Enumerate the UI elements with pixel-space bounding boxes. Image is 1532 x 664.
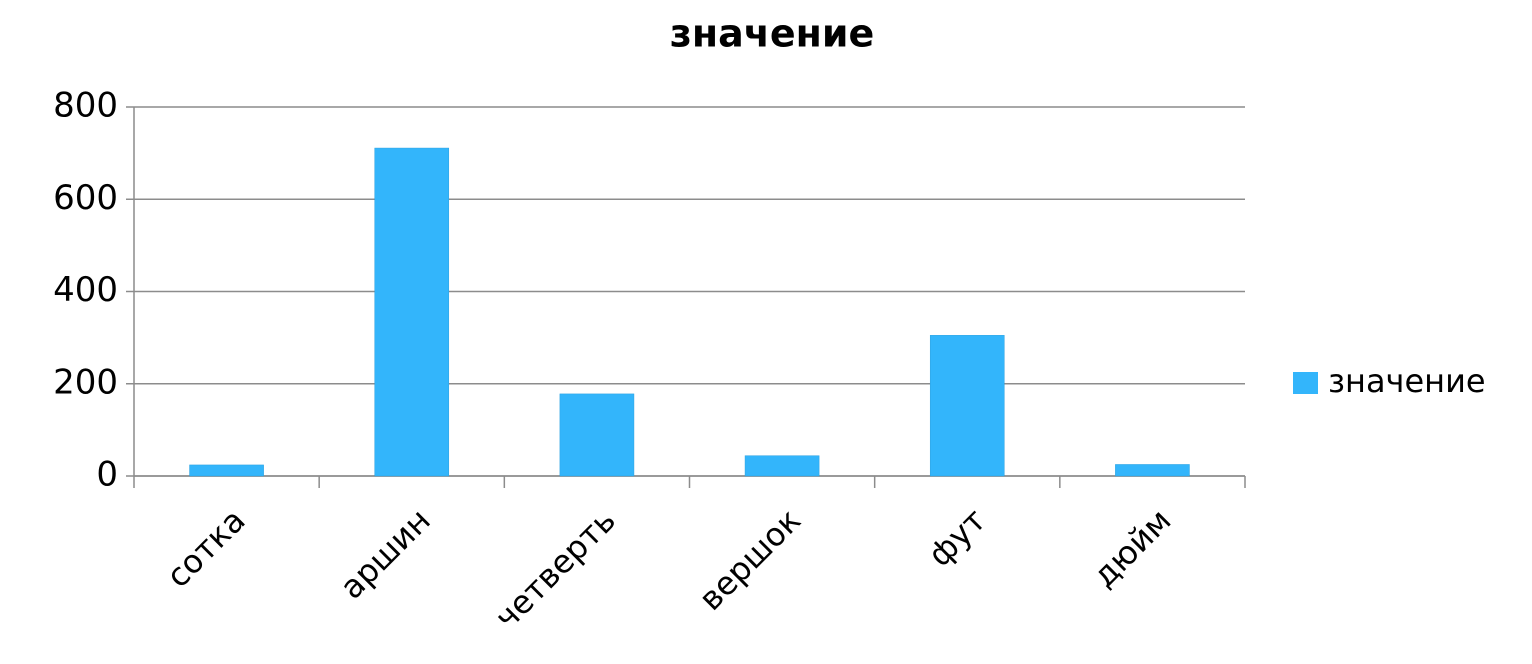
y-tick-label: 600 — [53, 178, 118, 218]
bar — [1115, 464, 1190, 477]
x-tick-label: вершок — [691, 501, 808, 618]
legend-swatch — [1293, 372, 1318, 394]
bar — [374, 147, 450, 477]
chart-title: значение — [670, 12, 875, 56]
y-tick-label: 0 — [96, 455, 118, 495]
x-tick-label: аршин — [332, 501, 437, 606]
y-tick-label: 200 — [53, 362, 118, 402]
x-tick-label: сотка — [159, 501, 253, 595]
bar — [744, 455, 820, 477]
bar — [189, 464, 264, 477]
y-tick-label: 400 — [53, 270, 118, 310]
x-tick-label: четверть — [487, 501, 622, 636]
legend-label: значение — [1328, 362, 1486, 400]
y-tick-label: 800 — [53, 86, 118, 126]
bar — [929, 335, 1005, 477]
bar — [559, 393, 635, 477]
x-tick-label: дюйм — [1085, 501, 1178, 594]
x-tick-label: фут — [920, 501, 993, 574]
